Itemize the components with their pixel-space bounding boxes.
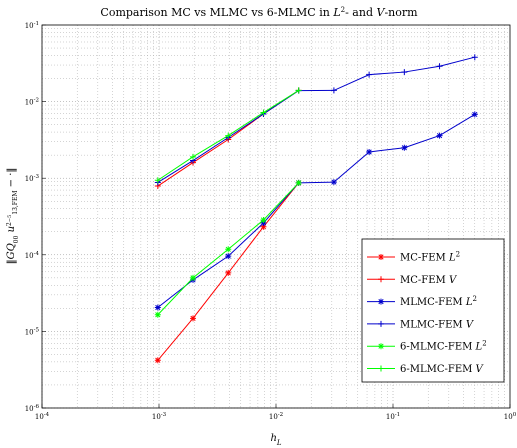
legend-entry-2: MC-FEM V	[367, 275, 458, 286]
data-point	[190, 315, 197, 322]
x-tick-label: 10-1	[386, 412, 400, 421]
data-point	[154, 357, 161, 364]
x-tick-label: 10-3	[152, 412, 167, 421]
data-point	[295, 179, 302, 186]
data-point	[260, 220, 267, 227]
series-layer	[154, 54, 478, 364]
data-point	[225, 246, 232, 253]
legend-swatch-marker	[378, 343, 384, 350]
legend-swatch-marker	[378, 320, 384, 327]
series-line	[157, 56, 475, 183]
y-tick-label: 10-4	[25, 251, 40, 260]
data-point	[154, 304, 161, 311]
legend-entry-1: MC-FEM L2	[367, 251, 460, 264]
x-tick-label: 10-4	[35, 412, 50, 421]
legend-box	[361, 238, 505, 383]
series-6	[154, 87, 302, 184]
y-axis-label: ‖GQ00 u2−513,FEM − ·‖	[6, 168, 20, 265]
legend-label: MLMC-FEM L2	[400, 295, 477, 308]
series-line	[157, 114, 476, 308]
data-point	[260, 216, 267, 223]
data-point	[366, 71, 373, 78]
legend-entry-5: 6-MLMC-FEM L2	[367, 340, 487, 353]
legend-entry-4: MLMC-FEM V	[367, 319, 475, 330]
legend-label: MLMC-FEM V	[400, 319, 475, 330]
data-point	[471, 111, 478, 118]
data-point	[401, 144, 408, 151]
data-point	[330, 87, 337, 94]
legend-label: MC-FEM L2	[400, 251, 460, 264]
chart-title: Comparison MC vs MLMC vs 6-MLMC in L2- a…	[100, 6, 418, 19]
data-point	[154, 177, 161, 184]
y-tick-label: 10-5	[25, 327, 40, 336]
series-1	[154, 179, 302, 364]
legend-label: MC-FEM V	[400, 275, 458, 286]
legend-swatch-marker	[378, 254, 384, 260]
legend-entry-3: MLMC-FEM L2	[367, 295, 477, 308]
data-point	[225, 132, 232, 139]
data-point	[154, 311, 161, 318]
tick-layer: 10-4 10-3 10-2 10-1 100 10-6 10-5 10-4 10-3 10-2 1…	[25, 21, 517, 421]
legend-swatch-marker	[378, 365, 384, 372]
x-axis-label: hL	[270, 433, 281, 447]
data-point	[295, 87, 302, 94]
legend-label: 6-MLMC-FEM V	[400, 364, 485, 375]
x-tick-label: 10-2	[269, 412, 283, 421]
legend-label: 6-MLMC-FEM L2	[400, 340, 487, 353]
series-5	[154, 179, 302, 318]
data-point	[225, 269, 232, 276]
data-point	[260, 223, 267, 230]
data-point	[401, 69, 408, 76]
data-point	[330, 179, 337, 186]
data-point	[190, 274, 197, 281]
data-point	[471, 54, 478, 61]
data-point	[225, 253, 232, 260]
data-point	[366, 148, 373, 155]
y-tick-label: 10-2	[25, 98, 39, 107]
legend: MC-FEM L2 MC-FEM V MLMC-FEM L2 MLMC-FEM V 6-…	[361, 238, 505, 383]
data-point	[260, 109, 267, 116]
y-tick-label: 10-3	[25, 174, 40, 183]
legend-entry-6: 6-MLMC-FEM V	[367, 364, 485, 375]
legend-swatch-marker	[378, 298, 384, 305]
data-point	[436, 132, 443, 139]
data-point	[190, 153, 197, 160]
y-tick-label: 10-1	[25, 21, 39, 30]
series-3	[154, 111, 478, 311]
data-point	[436, 63, 443, 70]
legend-swatch-marker	[378, 276, 384, 283]
x-tick-label: 100	[504, 412, 517, 421]
y-tick-label: 10-6	[25, 404, 40, 413]
